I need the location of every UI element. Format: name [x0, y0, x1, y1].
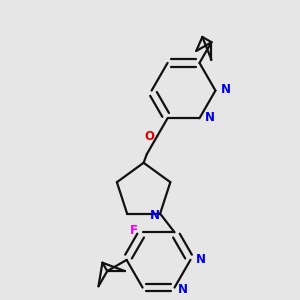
Text: N: N	[220, 83, 231, 96]
Text: O: O	[145, 130, 154, 143]
Text: N: N	[178, 283, 188, 296]
Text: N: N	[205, 111, 214, 124]
Text: N: N	[196, 253, 206, 266]
Text: F: F	[130, 224, 137, 237]
Text: N: N	[149, 209, 159, 222]
